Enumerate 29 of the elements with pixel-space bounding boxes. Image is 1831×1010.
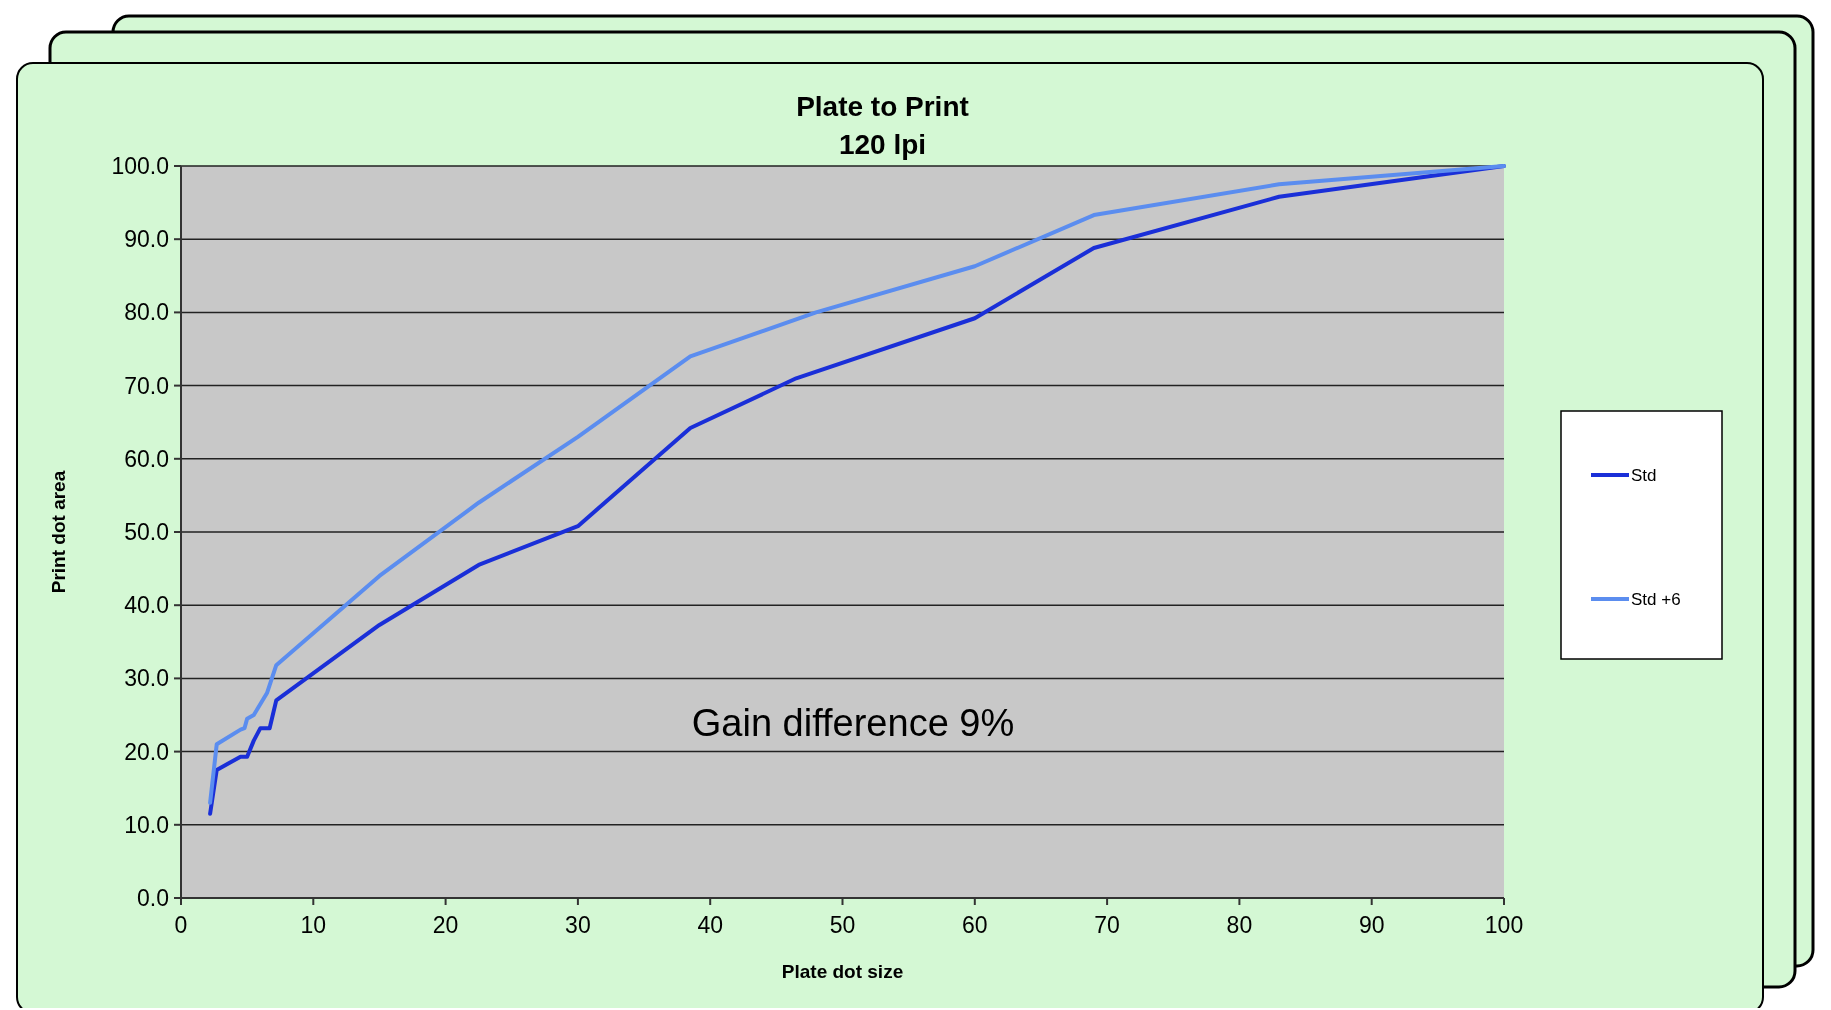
chart-subtitle: 120 lpi bbox=[838, 129, 927, 160]
chart-title: Plate to Print bbox=[796, 91, 969, 122]
x-tick-label: 60 bbox=[962, 912, 988, 938]
y-tick-label: 60.0 bbox=[124, 445, 169, 472]
x-axis-title: Plate dot size bbox=[781, 961, 904, 982]
y-tick-label: 100.0 bbox=[111, 153, 169, 180]
x-tick-label: 100 bbox=[1484, 912, 1524, 938]
y-tick-label: 80.0 bbox=[124, 299, 169, 326]
x-tick-label: 20 bbox=[432, 912, 459, 938]
legend-label: Std bbox=[1631, 465, 1657, 485]
annotation: Gain difference 9% bbox=[691, 702, 1015, 744]
y-tick-label: 30.0 bbox=[124, 665, 169, 692]
x-tick-label: 10 bbox=[300, 912, 327, 938]
x-tick-label: 40 bbox=[697, 912, 723, 938]
x-tick-label: 90 bbox=[1358, 912, 1385, 938]
legend-label: Std +6 bbox=[1631, 589, 1681, 609]
y-tick-label: 50.0 bbox=[124, 519, 169, 546]
y-tick-label: 90.0 bbox=[124, 226, 169, 253]
y-tick-label: 20.0 bbox=[124, 738, 169, 765]
y-tick-label: 0.0 bbox=[137, 885, 169, 912]
x-tick-label: 70 bbox=[1094, 912, 1120, 938]
y-tick-label: 10.0 bbox=[124, 811, 169, 838]
x-tick-label: 0 bbox=[174, 912, 188, 938]
y-tick-label: 40.0 bbox=[124, 592, 169, 619]
y-axis-title: Print dot area bbox=[48, 470, 69, 594]
x-tick-label: 50 bbox=[829, 912, 856, 938]
x-tick-label: 80 bbox=[1226, 912, 1253, 938]
x-tick-label: 30 bbox=[565, 912, 591, 938]
y-tick-label: 70.0 bbox=[124, 372, 169, 399]
